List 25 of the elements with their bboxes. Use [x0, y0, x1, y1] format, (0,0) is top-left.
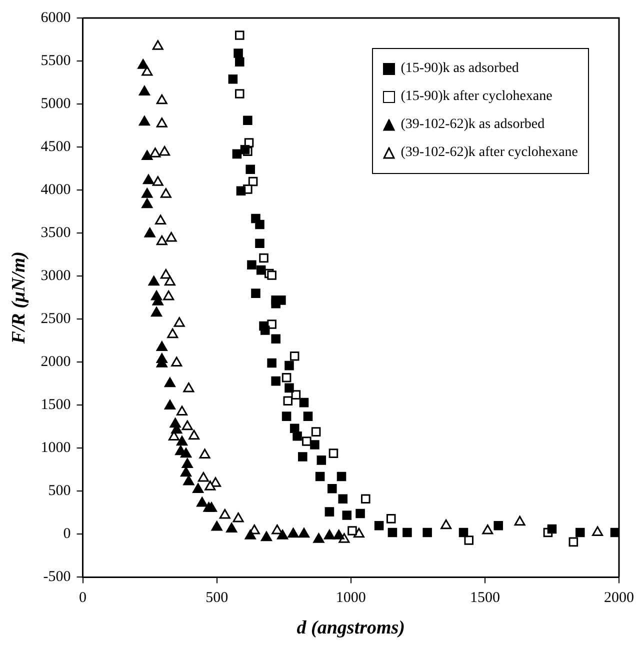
y-tick-label: 4000	[40, 182, 71, 198]
legend-label: (39-102-62)k as adsorbed	[400, 117, 545, 133]
y-tick-label: 2000	[40, 354, 71, 370]
y-tick-label: 3500	[40, 225, 71, 242]
y-tick-label: 0	[63, 526, 71, 542]
x-tick-label: 2000	[604, 590, 634, 606]
x-tick-label: 500	[206, 590, 228, 606]
y-tick-label: 5000	[40, 96, 71, 112]
y-tick-label: 500	[48, 483, 71, 500]
legend-label: (15-90)k after cyclohexane	[400, 89, 552, 105]
y-tick-label: 6000	[40, 10, 71, 26]
x-tick-label: 1000	[336, 590, 366, 606]
x-axis-title: d (angstroms)	[296, 618, 406, 639]
y-tick-label: 1000	[40, 440, 71, 456]
x-tick-label: 0	[79, 590, 87, 606]
y-axis-title: F/R (μN/m)	[8, 251, 30, 345]
y-tick-label: 3000	[40, 268, 71, 284]
y-tick-label: 4500	[40, 138, 71, 155]
y-tick-label: 1500	[40, 397, 71, 414]
legend-label: (39-102-62)k after cyclohexane	[400, 145, 578, 161]
legend-label: (15-90)k as adsorbed	[400, 61, 519, 77]
y-tick-label: -500	[43, 569, 71, 586]
y-tick-label: 2500	[40, 311, 71, 328]
y-tick-label: 5500	[40, 52, 71, 69]
x-tick-label: 1500	[470, 590, 500, 606]
